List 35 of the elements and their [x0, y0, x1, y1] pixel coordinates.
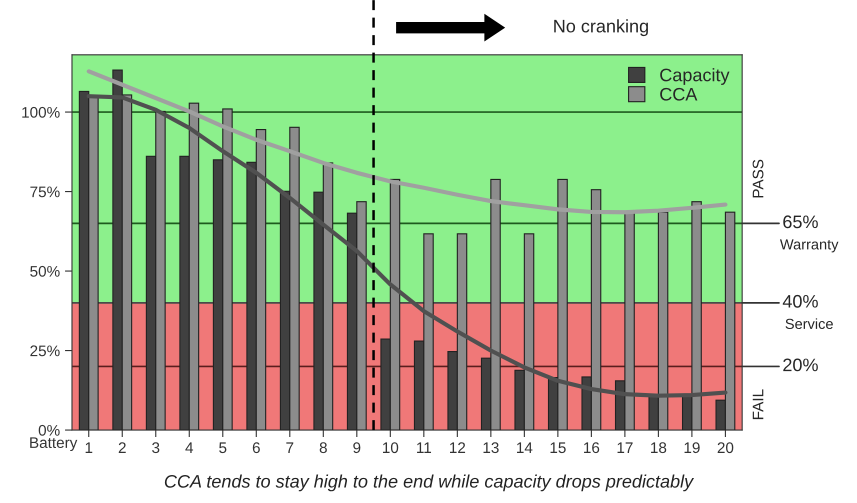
x-tick-label: 12: [450, 442, 466, 453]
band-label: FAIL: [752, 389, 764, 420]
y-tick-label: 25%: [30, 345, 60, 356]
ref-line-label: 65% Warranty: [780, 215, 838, 252]
x-tick-label: 1: [86, 442, 92, 453]
x-tick-label: 17: [618, 442, 633, 453]
y-tick-label: 100%: [22, 106, 60, 118]
legend-label: CCA: [660, 88, 698, 101]
y-tick-label: 75%: [30, 186, 60, 198]
x-tick-label: 8: [320, 442, 327, 454]
x-tick-label: 9: [353, 442, 360, 454]
x-axis-title: Battery: [30, 437, 78, 452]
x-tick-label: 7: [286, 442, 294, 453]
x-tick-label: 20: [718, 442, 734, 454]
y-tick-label: 0%: [38, 424, 60, 436]
legend-label: Capacity: [660, 68, 730, 85]
ref-line-label: 20%: [783, 358, 818, 372]
band-label: PASS: [752, 160, 764, 198]
text: No cranking: [554, 19, 648, 36]
x-tick-label: 10: [382, 442, 398, 454]
x-tick-label: 11: [417, 442, 432, 453]
x-tick-label: 13: [484, 442, 499, 454]
x-tick-label: 19: [684, 442, 700, 454]
x-tick-label: 2: [118, 442, 126, 453]
ref-line-label: 40% Service: [782, 294, 833, 330]
x-tick-label: 16: [584, 442, 600, 454]
text: CCA tends to stay high to the end while capacity drops predictably: [164, 474, 694, 492]
y-tick-label: 50%: [30, 266, 60, 277]
x-tick-label: 14: [517, 442, 532, 453]
x-tick-label: 15: [550, 442, 566, 454]
x-tick-label: 18: [651, 442, 666, 454]
x-tick-label: 4: [185, 442, 194, 453]
x-tick-label: 3: [152, 442, 160, 454]
x-tick-label: 6: [252, 442, 260, 454]
x-tick-label: 5: [219, 442, 226, 454]
